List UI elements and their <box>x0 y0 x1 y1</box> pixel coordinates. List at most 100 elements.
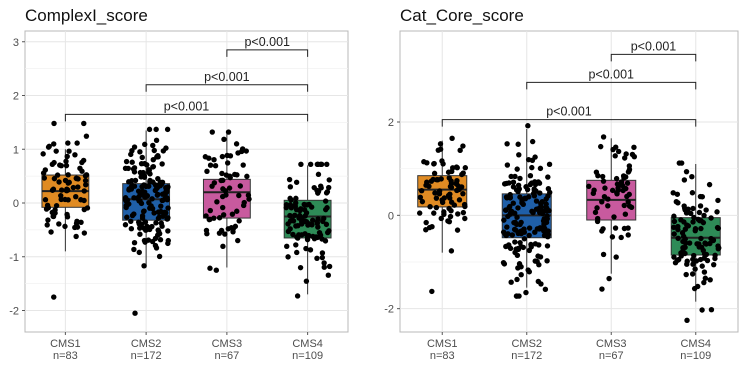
data-point <box>137 231 143 237</box>
y-tick-label: 1 <box>13 144 19 156</box>
x-count-label: n=67 <box>214 350 239 362</box>
data-point <box>623 174 629 180</box>
data-point <box>544 208 550 214</box>
data-point <box>682 250 688 257</box>
data-point <box>222 188 229 194</box>
data-point <box>209 129 215 135</box>
data-point <box>62 223 68 230</box>
data-point <box>671 218 678 225</box>
data-point <box>461 201 468 208</box>
data-point <box>533 198 540 204</box>
data-point <box>293 195 299 202</box>
data-point <box>156 253 163 260</box>
data-point <box>153 126 159 133</box>
y-tick-label: -1 <box>9 252 19 264</box>
data-point <box>624 193 630 200</box>
data-point <box>153 220 159 226</box>
data-point <box>515 230 521 237</box>
data-point <box>164 189 170 195</box>
data-point <box>303 245 309 252</box>
data-point <box>294 249 300 256</box>
data-point <box>152 187 159 194</box>
data-point <box>418 187 425 194</box>
data-point <box>703 251 710 258</box>
data-point <box>81 197 87 204</box>
data-point <box>317 161 324 167</box>
data-point <box>244 173 250 180</box>
data-point <box>595 172 601 179</box>
data-point <box>684 261 690 267</box>
data-point <box>132 310 138 316</box>
data-point <box>314 187 320 194</box>
data-point <box>218 227 225 234</box>
y-tick-label: 2 <box>13 91 19 103</box>
data-point <box>423 182 429 188</box>
data-point <box>149 238 156 245</box>
data-point <box>462 165 469 171</box>
p-value-label: p<0.001 <box>631 39 677 53</box>
data-point <box>225 129 232 135</box>
data-point <box>146 126 153 133</box>
data-point <box>138 160 145 167</box>
data-point <box>219 170 225 177</box>
data-point <box>53 148 59 154</box>
data-point <box>615 148 622 155</box>
data-point <box>202 154 209 160</box>
data-point <box>598 143 604 150</box>
data-point <box>235 237 241 244</box>
data-point <box>671 254 677 260</box>
data-point <box>542 286 549 293</box>
data-point <box>151 147 157 154</box>
data-point <box>141 173 148 179</box>
data-point <box>315 171 322 178</box>
significance-bracket <box>226 49 309 57</box>
x-category-label: CMS1 <box>50 338 81 350</box>
data-point <box>516 152 522 158</box>
data-point <box>66 148 72 154</box>
data-point <box>697 203 704 209</box>
data-point <box>541 216 547 222</box>
data-point <box>417 194 424 201</box>
data-point <box>147 171 153 177</box>
data-point <box>678 160 685 166</box>
data-point <box>207 162 214 168</box>
data-point <box>45 217 51 223</box>
data-point <box>599 286 605 292</box>
data-point <box>523 184 529 190</box>
data-point <box>505 231 511 237</box>
data-point <box>325 272 332 278</box>
p-value-label: p<0.001 <box>164 99 210 113</box>
data-point <box>165 228 171 234</box>
data-point <box>690 205 696 212</box>
data-point <box>58 187 65 193</box>
data-point <box>51 159 57 166</box>
data-point <box>131 246 137 253</box>
data-point <box>229 211 236 217</box>
data-point <box>48 229 54 235</box>
data-point <box>609 234 616 240</box>
data-point <box>592 209 599 216</box>
data-point <box>416 210 423 216</box>
box-marks: p<0.001 p<0.001 p<0.001 <box>416 39 722 324</box>
data-point <box>223 192 229 198</box>
data-point <box>525 156 532 163</box>
data-point <box>211 157 217 163</box>
data-point <box>537 210 543 216</box>
data-point <box>149 196 155 202</box>
data-point <box>518 243 524 250</box>
data-point <box>692 226 699 232</box>
data-point <box>618 234 624 241</box>
data-point <box>150 142 156 149</box>
data-point <box>73 193 79 200</box>
data-point <box>545 233 551 240</box>
data-point <box>599 199 605 205</box>
data-point <box>515 205 521 211</box>
data-point <box>220 204 226 211</box>
data-point <box>701 279 707 286</box>
data-point <box>439 199 446 206</box>
data-point <box>521 226 527 232</box>
data-point <box>165 184 171 190</box>
data-point <box>58 162 65 169</box>
data-point <box>682 240 689 246</box>
data-point <box>58 192 64 199</box>
